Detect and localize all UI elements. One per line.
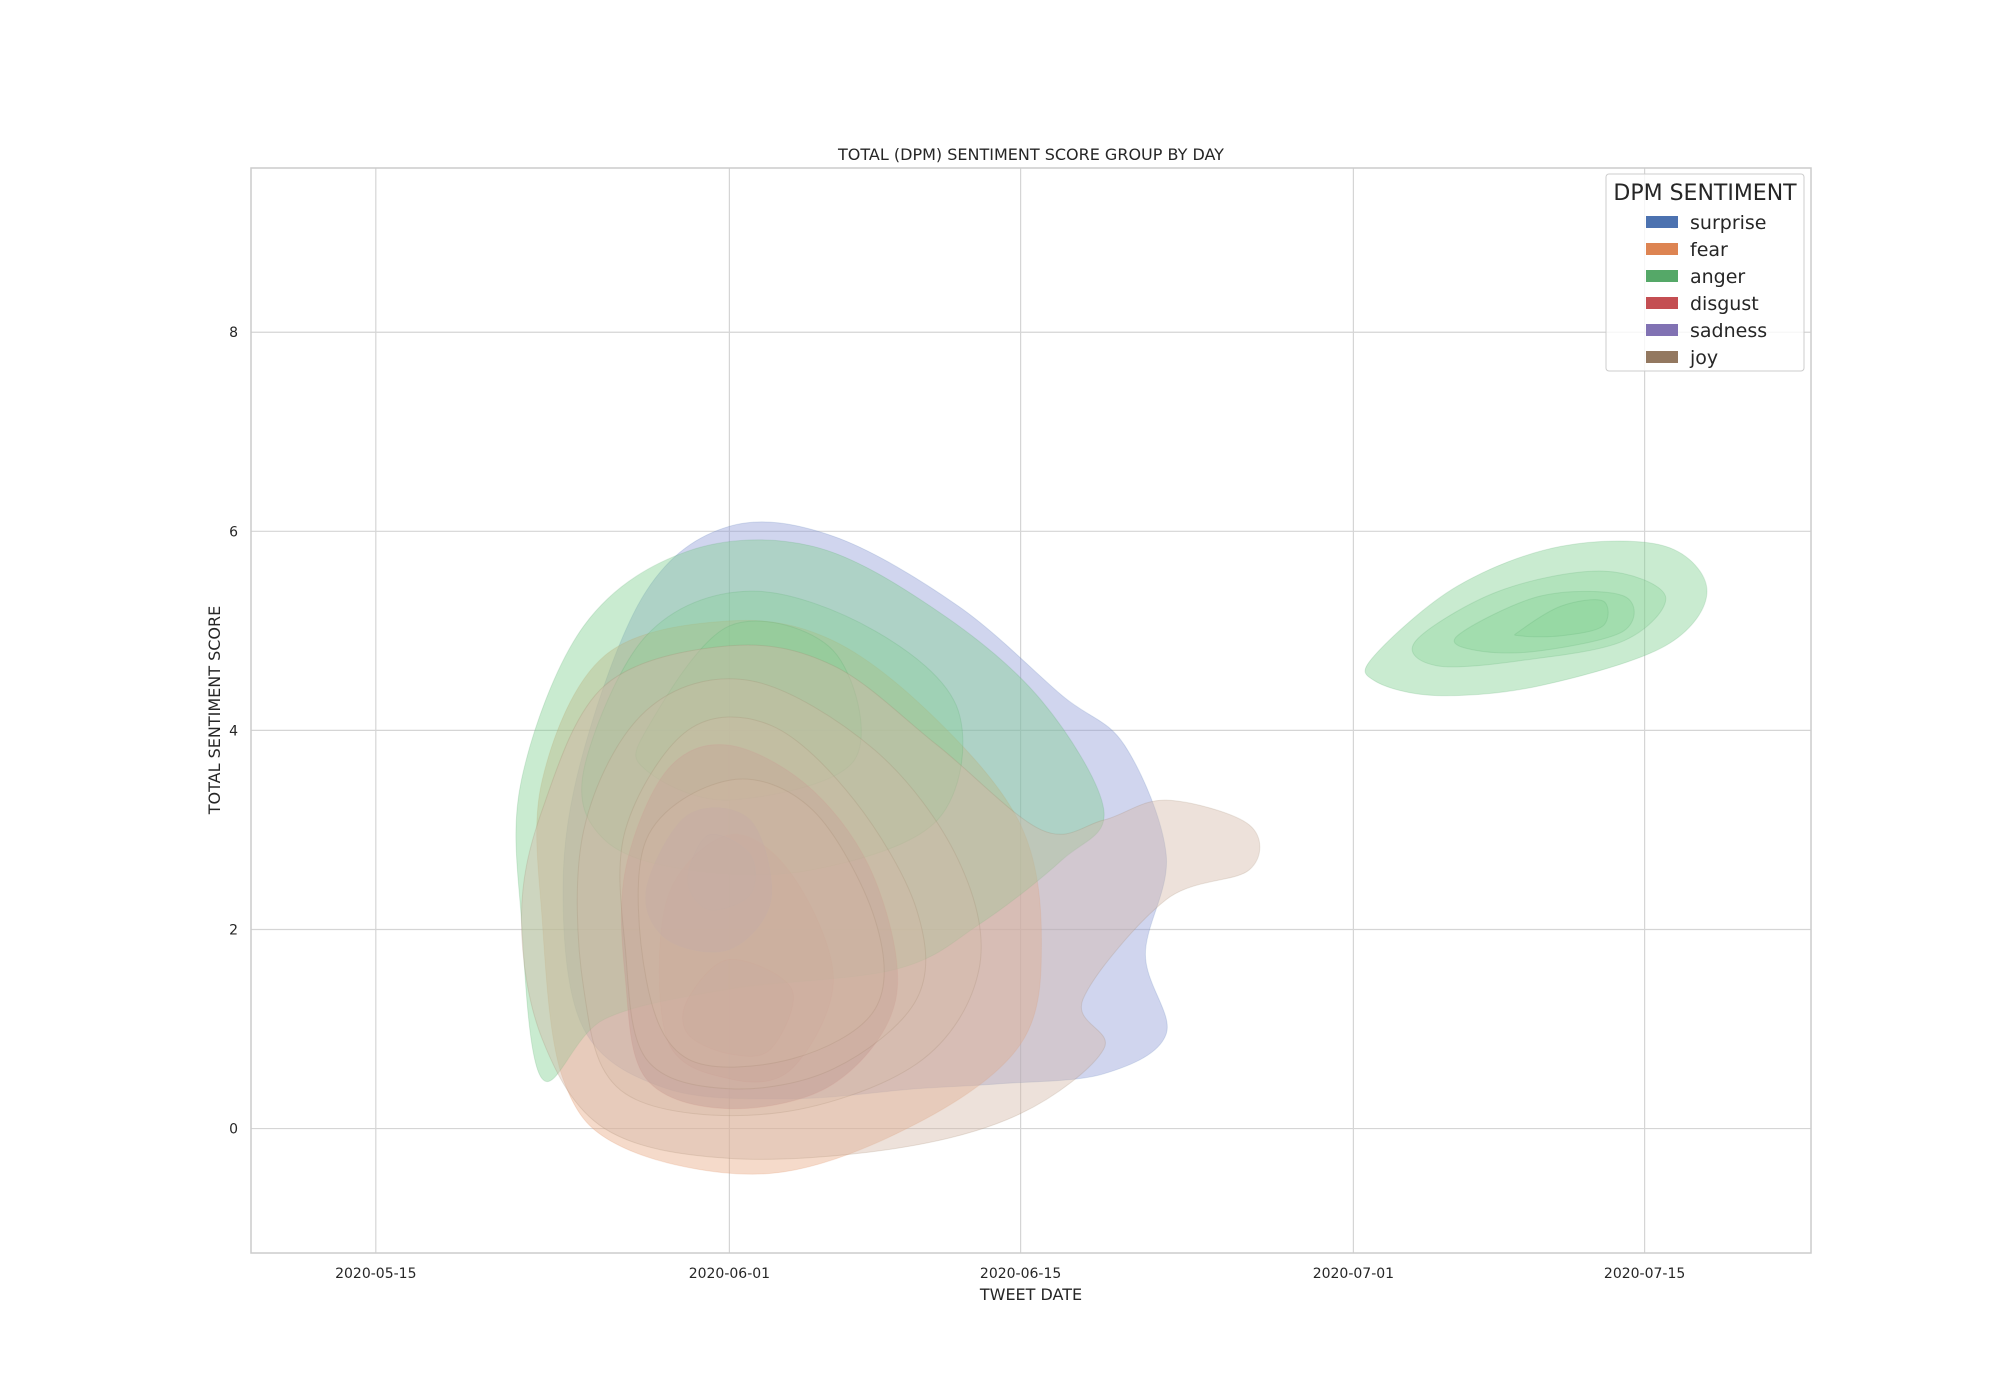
density-contour-anger bbox=[635, 620, 862, 801]
x-tick-label: 2020-07-01 bbox=[1313, 1266, 1394, 1282]
legend-swatch-anger bbox=[1646, 270, 1678, 282]
density-contour-anger bbox=[1411, 570, 1667, 668]
legend-label-surprise: surprise bbox=[1690, 212, 1767, 234]
density-series-joy bbox=[520, 644, 1261, 1160]
y-tick-label: 6 bbox=[229, 524, 238, 540]
density-contour-disgust bbox=[682, 958, 794, 1057]
chart-title: TOTAL (DPM) SENTIMENT SCORE GROUP BY DAY bbox=[837, 145, 1224, 164]
density-contour-joy bbox=[576, 678, 982, 1117]
density-areas bbox=[515, 521, 1708, 1175]
density-contour-joy bbox=[637, 778, 885, 1068]
density-contour-anger bbox=[1453, 590, 1635, 654]
y-tick-label: 8 bbox=[229, 325, 238, 341]
x-tick-label: 2020-07-15 bbox=[1604, 1266, 1685, 1282]
legend-items: surprise fear anger disgust sadness joy bbox=[1646, 212, 1767, 369]
density-series-surprise bbox=[562, 521, 1168, 1100]
grid-lines bbox=[251, 168, 1811, 1253]
x-tick-label: 2020-06-15 bbox=[980, 1266, 1061, 1282]
x-tick-label: 2020-06-01 bbox=[689, 1266, 770, 1282]
density-series-sadness bbox=[645, 807, 773, 953]
density-contour-disgust bbox=[658, 833, 834, 1083]
y-tick-label: 0 bbox=[229, 1122, 238, 1138]
legend-swatch-sadness bbox=[1646, 324, 1678, 336]
density-series-disgust bbox=[620, 744, 899, 1110]
density-contour-surprise bbox=[562, 521, 1168, 1100]
density-contour-disgust bbox=[620, 744, 899, 1110]
density-contour-anger bbox=[1364, 540, 1708, 697]
legend-label-anger: anger bbox=[1690, 266, 1745, 288]
legend-swatch-surprise bbox=[1646, 216, 1678, 228]
density-contour-fear bbox=[536, 619, 1042, 1175]
legend-label-disgust: disgust bbox=[1690, 293, 1759, 315]
legend-title: DPM SENTIMENT bbox=[1613, 181, 1797, 206]
legend-label-joy: joy bbox=[1689, 347, 1718, 369]
x-axis-label: TWEET DATE bbox=[979, 1285, 1082, 1304]
density-series-fear bbox=[536, 619, 1042, 1175]
density-contour-sadness bbox=[645, 807, 773, 953]
plot-frame bbox=[250, 167, 1812, 1254]
legend: DPM SENTIMENT surprise fear anger disgust sa… bbox=[1605, 173, 1805, 372]
y-axis-label: TOTAL SENTIMENT SCORE bbox=[205, 606, 224, 815]
density-series-anger bbox=[515, 539, 1708, 1082]
x-tick-labels: 2020-05-15 2020-06-01 2020-06-15 2020-07-01… bbox=[335, 1266, 1685, 1282]
density-contour-joy bbox=[619, 716, 927, 1090]
density-contour-joy bbox=[520, 644, 1261, 1160]
legend-swatch-joy bbox=[1646, 351, 1678, 363]
density-contour-anger bbox=[581, 590, 964, 876]
density-contour-sadness bbox=[687, 833, 756, 911]
density-contour-anger bbox=[515, 539, 1105, 1082]
x-tick-label: 2020-05-15 bbox=[335, 1266, 416, 1282]
y-tick-label: 4 bbox=[229, 723, 238, 739]
y-tick-labels: 0 2 4 6 8 bbox=[229, 325, 238, 1137]
legend-swatch-fear bbox=[1646, 243, 1678, 255]
legend-label-fear: fear bbox=[1690, 239, 1728, 261]
density-contour-anger bbox=[1514, 599, 1609, 638]
y-tick-label: 2 bbox=[229, 922, 238, 938]
legend-swatch-disgust bbox=[1646, 297, 1678, 309]
legend-label-sadness: sadness bbox=[1690, 320, 1767, 342]
